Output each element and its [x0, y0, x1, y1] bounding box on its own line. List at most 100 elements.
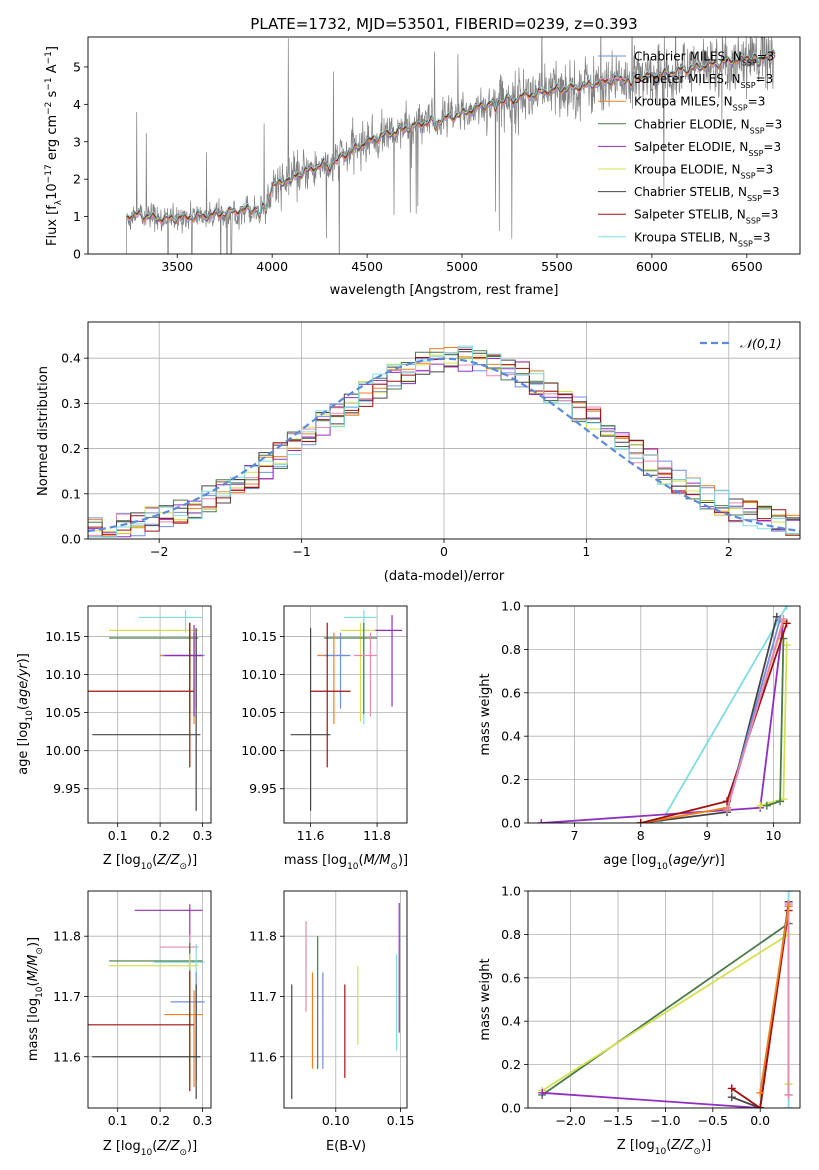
y-tick-label: 11.7 [249, 989, 277, 1004]
y-tick-label: 10.00 [241, 743, 277, 758]
y-tick-label: 5 [73, 59, 81, 74]
weight-line [731, 910, 790, 1108]
legend-label: Kroupa STELIB, NSSP=3 [634, 230, 771, 248]
x-tick-label: 0 [440, 544, 448, 559]
legend-label: Salpeter ELODIE, NSSP=3 [634, 140, 781, 158]
label-part: ( [359, 853, 364, 868]
model-spectrum [126, 51, 776, 224]
legend-eq: =3 [762, 185, 780, 199]
legend-text: Salpeter STELIB, N [634, 208, 746, 222]
weight-marker [762, 801, 771, 810]
x-tick-label: 0.1 [108, 828, 128, 843]
legend-label: 𝒩(0,1) [740, 336, 782, 351]
label-part: ( [152, 853, 157, 868]
legend-label: Salpeter MILES, NSSP=3 [634, 72, 773, 90]
axes: 0.10 0.15 11.6 11.7 11.8 E(B-V) [249, 890, 414, 1154]
weight-marker [782, 619, 791, 628]
label-part: Z [log [103, 1139, 141, 1154]
weight-marker [636, 819, 645, 823]
y-tick-label: 10.05 [241, 705, 277, 720]
spectrum-title: PLATE=1732, MJD=53501, FIBERID=0239, z=0… [250, 15, 637, 33]
label-part: −17 [44, 164, 54, 183]
x-tick-label: −1.0 [650, 1113, 680, 1128]
mass-vs-Z-frame [87, 890, 212, 1109]
plot-area [284, 891, 407, 1108]
legend-eq: =3 [756, 163, 774, 177]
label-part: )] [398, 853, 408, 868]
legend-label: Chabrier ELODIE, NSSP=3 [634, 117, 782, 135]
legend-sub: SSP [738, 239, 753, 248]
y-tick-label: 0.3 [61, 396, 81, 411]
axes: −2.0 −1.5 −1.0 −0.5 0.0 0.0 0.2 0.4 0.6 0.8 1.0 Z [… [478, 884, 801, 1157]
label-part: )] [187, 1139, 197, 1154]
label-part: M/M [26, 955, 41, 982]
weight-age-xlabel: age [log10(age/yr)] [603, 853, 725, 872]
legend-eq: =3 [757, 50, 775, 64]
age-vs-mass-frame [283, 605, 408, 824]
label-part: Flux [f [45, 205, 60, 246]
legend-text: Chabrier STELIB, N [634, 185, 747, 199]
y-tick-label: 10.10 [45, 667, 81, 682]
label-part: −1 [44, 77, 54, 90]
label-part: ( [668, 853, 673, 868]
label-part: −2 [44, 102, 54, 115]
y-tick-label: 0.2 [501, 1057, 521, 1072]
label-part: )] [701, 1138, 711, 1153]
y-tick-label: 9.95 [249, 781, 277, 796]
label-part: ( [26, 981, 41, 986]
x-tick-label: −0.5 [698, 1113, 728, 1128]
label-part: 10 [45, 183, 60, 200]
x-tick-label: −1.5 [603, 1113, 633, 1128]
agez-ylabel: age [log10(age/yr)] [16, 653, 35, 775]
y-tick-label: 0 [73, 247, 81, 262]
massz-xlabel: Z [log10(Z/Z⊙)] [103, 1139, 197, 1158]
y-tick-label: 0.4 [61, 351, 81, 366]
weight-marker [537, 819, 546, 823]
weight-marker [538, 1088, 547, 1097]
residual-histogram [88, 345, 800, 538]
y-tick-label: 1 [73, 209, 81, 224]
y-tick-label: 11.7 [53, 989, 81, 1004]
agemass-xlabel: mass [log10(M/M⊙)] [284, 853, 408, 872]
age-vs-Z-frame [87, 605, 212, 824]
x-tick-label: 0.0 [750, 1113, 770, 1128]
y-tick-label: 10.05 [45, 705, 81, 720]
plot-area [88, 322, 800, 539]
legend-eq: =3 [761, 208, 779, 222]
label-part: ] [45, 46, 60, 51]
legend-text: Kroupa STELIB, N [634, 230, 738, 244]
x-tick-label: 0.2 [150, 828, 170, 843]
x-tick-label: −1 [292, 544, 310, 559]
legend-eq: =3 [756, 72, 774, 86]
x-tick-label: 0.10 [322, 1113, 350, 1128]
label-part: age/yr [673, 853, 716, 868]
weight-marker [784, 1104, 793, 1108]
label-part: Z [log [103, 853, 141, 868]
x-tick-label: 0.3 [193, 1113, 213, 1128]
legend-text: Kroupa MILES, N [634, 95, 733, 109]
label-part: ⊙ [693, 1147, 701, 1157]
weight-marker [727, 1084, 736, 1093]
y-tick-label: 0.4 [501, 1014, 521, 1029]
spectrum-frame [87, 36, 801, 255]
x-tick-label: 3500 [161, 259, 193, 274]
x-tick-label: 9 [703, 828, 711, 843]
y-tick-label: 0.4 [501, 729, 521, 744]
weight-z-ylabel: mass weight [478, 958, 493, 1040]
label-part: ( [152, 1139, 157, 1154]
legend-label: Chabrier MILES, NSSP=3 [634, 50, 774, 68]
y-tick-label: 11.8 [53, 929, 81, 944]
x-tick-label: −2 [150, 544, 168, 559]
label-part: 10 [656, 862, 668, 872]
y-tick-label: 10.10 [241, 667, 277, 682]
spectrum-ylabel: Flux [fλ10−17 erg cm−2 s−1 A−1] [44, 46, 64, 246]
legend-sub: SSP [742, 58, 757, 67]
x-tick-label: 5000 [446, 259, 478, 274]
plot-area [284, 606, 407, 823]
residuals-xlabel: (data-model)/error [384, 569, 505, 584]
label-part: age/yr [16, 662, 31, 705]
label-part: s [45, 90, 60, 101]
label-part: −1 [44, 51, 54, 64]
legend-label: Kroupa MILES, NSSP=3 [634, 95, 765, 113]
label-part: )] [26, 937, 41, 947]
